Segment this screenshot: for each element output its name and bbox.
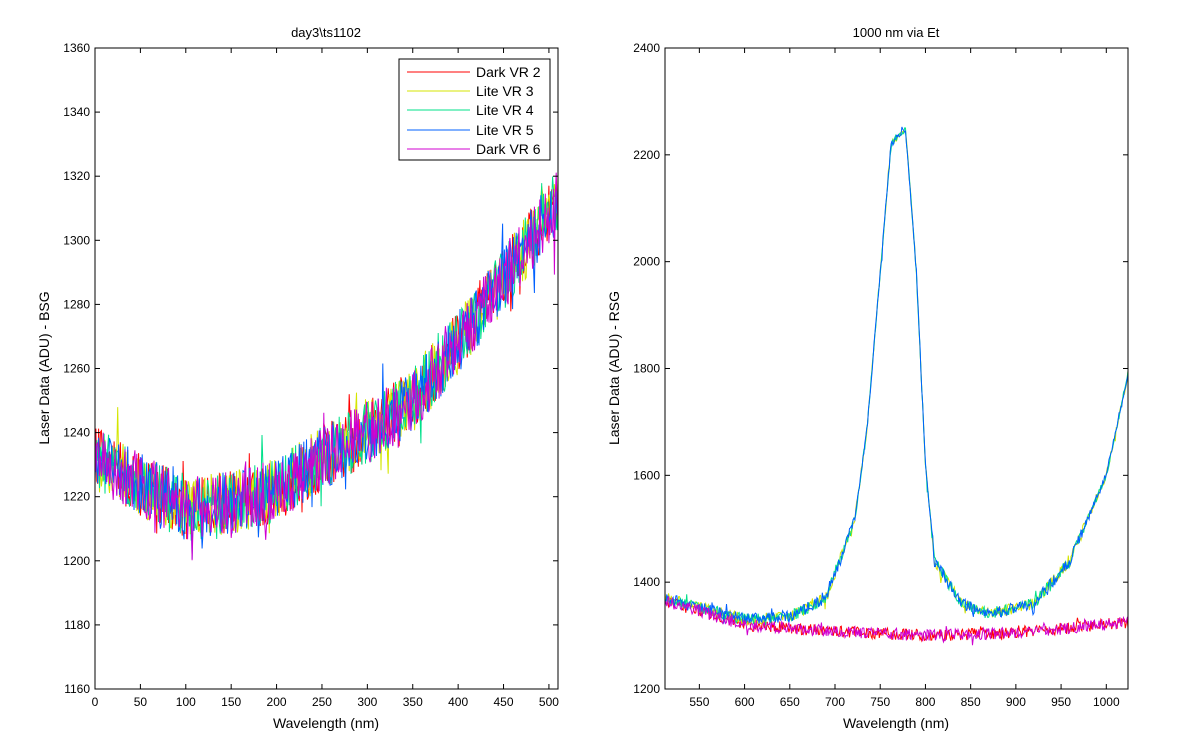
left-x-tick-label: 350 xyxy=(403,695,423,709)
right-series-line-dark-vr-6 xyxy=(665,596,1128,646)
left-y-tick-label: 1360 xyxy=(63,41,90,55)
right-plot-area xyxy=(665,48,1128,689)
right-x-tick-label: 700 xyxy=(825,695,845,709)
right-x-tick-label: 1000 xyxy=(1093,695,1120,709)
left-chart-title: day3\ts1102 xyxy=(291,25,361,40)
legend-label-dark-vr-2: Dark VR 2 xyxy=(476,64,541,80)
left-y-tick-label: 1160 xyxy=(64,682,90,696)
right-x-axis-label: Wavelength (nm) xyxy=(843,715,949,731)
left-y-tick-label: 1220 xyxy=(63,490,90,504)
right-y-tick-label: 1200 xyxy=(633,682,660,696)
right-y-tick-label: 2400 xyxy=(633,41,660,55)
right-y-axis-label: Laser Data (ADU) - RSG xyxy=(606,291,622,445)
right-x-tick-label: 950 xyxy=(1051,695,1071,709)
left-x-tick-label: 450 xyxy=(494,695,514,709)
left-series-line-dark-vr-6 xyxy=(95,172,558,561)
left-x-tick-label: 300 xyxy=(357,695,377,709)
left-x-axis-label: Wavelength (nm) xyxy=(273,715,379,731)
left-y-tick-label: 1240 xyxy=(63,426,90,440)
right-y-tick-label: 1800 xyxy=(633,362,660,376)
left-chart: 0 50 100 150 200 250 300 350 400 450 500 1160 1180 12… xyxy=(36,25,559,731)
right-series-group xyxy=(665,126,1128,646)
right-series-line-lite-vr-5 xyxy=(665,126,1128,624)
right-chart: 550 600 650 700 750 800 850 900 950 1000 1200 1400 1… xyxy=(606,25,1129,731)
right-x-tick-label: 650 xyxy=(780,695,800,709)
left-x-tick-label: 200 xyxy=(267,695,287,709)
right-x-tick-label: 900 xyxy=(1006,695,1026,709)
legend-entry: Lite VR 3 xyxy=(407,83,534,99)
left-y-tick-label: 1260 xyxy=(63,362,90,376)
right-x-tick-label: 550 xyxy=(689,695,709,709)
left-series-line-lite-vr-4 xyxy=(95,176,558,541)
left-x-tick-label: 250 xyxy=(312,695,332,709)
legend-entry: Lite VR 4 xyxy=(407,102,534,118)
left-series-group xyxy=(95,172,558,561)
right-y-tick-label: 1600 xyxy=(633,468,660,482)
right-x-tick-label: 800 xyxy=(915,695,935,709)
legend-label-lite-vr-5: Lite VR 5 xyxy=(476,122,534,138)
legend-label-dark-vr-6: Dark VR 6 xyxy=(476,141,541,157)
left-y-tick-label: 1320 xyxy=(63,169,90,183)
left-x-tick-label: 150 xyxy=(221,695,241,709)
legend-label-lite-vr-4: Lite VR 4 xyxy=(476,102,534,118)
legend-entry: Dark VR 2 xyxy=(407,64,541,80)
right-chart-title: 1000 nm via Et xyxy=(853,25,940,40)
legend-entry: Lite VR 5 xyxy=(407,122,534,138)
legend-label-lite-vr-3: Lite VR 3 xyxy=(476,83,534,99)
legend: Dark VR 2 Lite VR 3 Lite VR 4 Lite VR 5 … xyxy=(398,58,551,161)
right-x-tick-label: 600 xyxy=(735,695,755,709)
left-x-tick-label: 0 xyxy=(92,695,99,709)
left-x-tick-label: 100 xyxy=(176,695,196,709)
left-y-tick-label: 1340 xyxy=(63,105,90,119)
left-x-tick-label: 500 xyxy=(539,695,559,709)
left-y-tick-label: 1300 xyxy=(63,233,90,247)
right-y-tick-label: 2200 xyxy=(633,148,660,162)
right-x-tick-label: 850 xyxy=(961,695,981,709)
left-y-tick-label: 1180 xyxy=(64,618,90,632)
left-x-tick-label: 50 xyxy=(134,695,148,709)
right-y-tick-label: 1400 xyxy=(633,575,660,589)
left-y-tick-label: 1200 xyxy=(63,554,90,568)
left-ticks: 0 50 100 150 200 250 300 350 400 450 500 1160 1180 12… xyxy=(63,41,559,709)
legend-entry: Dark VR 6 xyxy=(407,141,541,157)
right-y-tick-label: 2000 xyxy=(633,255,660,269)
right-x-tick-label: 750 xyxy=(870,695,890,709)
left-y-tick-label: 1280 xyxy=(63,297,90,311)
left-x-tick-label: 400 xyxy=(448,695,468,709)
right-ticks: 550 600 650 700 750 800 850 900 950 1000 1200 1400 1… xyxy=(633,41,1128,709)
left-y-axis-label: Laser Data (ADU) - BSG xyxy=(36,291,52,444)
